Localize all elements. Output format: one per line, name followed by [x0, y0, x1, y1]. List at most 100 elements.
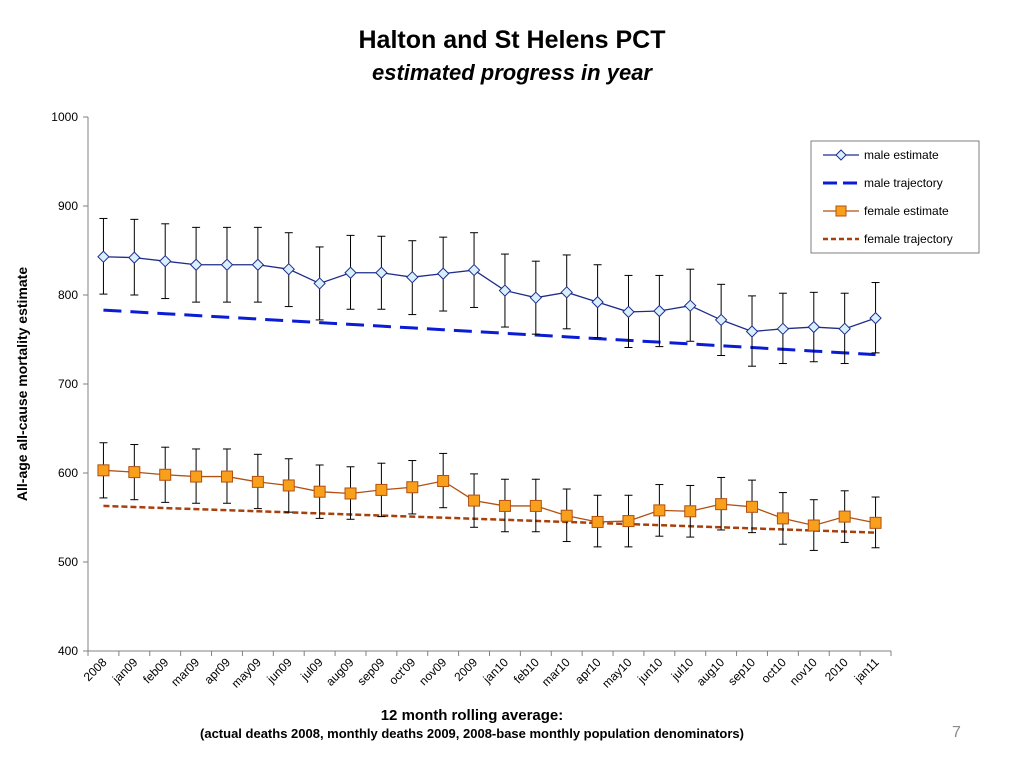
- male-estimate-point: [498, 284, 512, 297]
- x-tick-label: feb09: [140, 655, 171, 686]
- male-estimate-point: [282, 262, 295, 276]
- y-tick-label: 800: [58, 288, 78, 302]
- y-tick-label: 600: [58, 466, 78, 480]
- x-tick-label: apr10: [572, 655, 604, 687]
- female-estimate-point: [560, 509, 573, 522]
- male-estimate-point: [529, 291, 543, 304]
- legend-marker-female-estimate: [835, 205, 847, 217]
- x-tick-label: aug09: [323, 655, 357, 689]
- chart-subtitle: estimated progress in year: [371, 60, 652, 85]
- y-axis-title: All-age all-cause mortality estimate: [14, 267, 30, 501]
- male-estimate-point: [251, 258, 265, 271]
- male-estimate-point: [560, 286, 573, 299]
- male-estimate-point: [776, 322, 790, 336]
- male-estimate-point: [97, 250, 110, 263]
- female-estimate-point: [406, 481, 419, 494]
- legend-marker-male-estimate: [835, 149, 847, 161]
- male-estimate-point: [467, 263, 481, 277]
- female-estimate-line: [103, 469, 876, 527]
- x-tick-label: 2010: [822, 655, 851, 684]
- male-trajectory-line: [103, 308, 876, 357]
- y-tick-label: 400: [58, 644, 78, 658]
- x-tick-label: nov10: [787, 655, 820, 688]
- x-tick-label: oct10: [758, 655, 789, 686]
- male-estimate-point: [838, 322, 851, 336]
- male-estimate-point: [653, 304, 666, 318]
- female-estimate-point: [838, 510, 851, 523]
- y-tick-label: 500: [58, 555, 78, 569]
- legend-label-male-trajectory: male trajectory: [864, 176, 943, 190]
- y-tick-label: 1000: [51, 110, 78, 124]
- female-estimate-point: [807, 519, 820, 532]
- x-tick-label: jan11: [851, 655, 882, 686]
- male-estimate-point: [591, 295, 604, 309]
- x-tick-label: jun09: [263, 655, 295, 687]
- female-estimate-point: [220, 470, 233, 483]
- female-estimate-point: [622, 515, 635, 528]
- male-estimate-point: [128, 251, 141, 264]
- y-tick-label: 700: [58, 377, 78, 391]
- x-axis-sublabel: (actual deaths 2008, monthly deaths 2009…: [200, 726, 744, 741]
- female-estimate-point: [375, 483, 388, 496]
- female-estimate-point: [746, 500, 759, 513]
- female-estimate-point: [282, 479, 295, 492]
- female-estimate-point: [159, 468, 172, 481]
- female-estimate-point: [869, 516, 882, 529]
- male-estimate-point: [375, 266, 388, 279]
- legend-label-female-estimate: female estimate: [864, 204, 949, 218]
- x-tick-label: sep09: [355, 655, 388, 688]
- male-estimate-point: [406, 270, 419, 284]
- female-estimate-point: [437, 475, 450, 488]
- female-estimate-point: [498, 499, 511, 512]
- x-tick-label: jan10: [480, 655, 512, 687]
- male-estimate-point: [159, 254, 172, 268]
- male-estimate-point: [622, 305, 635, 319]
- male-estimate-point: [344, 266, 357, 279]
- male-estimate-line: [103, 256, 876, 333]
- legend-label-male-estimate: male estimate: [864, 148, 939, 162]
- female-estimate-point: [653, 504, 666, 517]
- x-tick-label: 2009: [451, 655, 480, 684]
- female-estimate-point: [529, 499, 542, 512]
- x-tick-label: may10: [599, 655, 635, 691]
- female-estimate-point: [97, 464, 110, 477]
- male-estimate-point: [313, 277, 326, 290]
- y-tick-label: 900: [58, 199, 78, 213]
- x-tick-label: nov09: [416, 655, 449, 688]
- female-estimate-point: [684, 505, 697, 518]
- female-estimate-point: [251, 475, 264, 488]
- x-tick-label: jul09: [297, 655, 326, 684]
- page-number: 7: [952, 724, 961, 741]
- chart-title: Halton and St Helens PCT: [358, 26, 666, 54]
- female-estimate-point: [313, 485, 326, 498]
- x-tick-label: 2008: [81, 655, 110, 684]
- female-estimate-point: [190, 470, 203, 483]
- female-estimate-point: [344, 487, 357, 500]
- male-estimate-point: [807, 320, 820, 334]
- x-tick-label: aug10: [694, 655, 728, 689]
- x-tick-label: oct'09: [386, 655, 419, 688]
- x-tick-label: apr09: [201, 655, 233, 687]
- female-estimate-point: [715, 498, 728, 511]
- female-estimate-point: [128, 466, 141, 479]
- female-trajectory-line: [103, 504, 876, 534]
- legend-label-female-trajectory: female trajectory: [864, 232, 953, 246]
- female-estimate-point: [468, 494, 481, 507]
- x-tick-label: jul10: [668, 655, 697, 684]
- male-estimate-point: [684, 299, 697, 312]
- legend-box: [810, 140, 980, 254]
- male-estimate-point: [220, 258, 234, 271]
- x-tick-label: may09: [229, 655, 265, 691]
- female-estimate-point: [776, 512, 789, 525]
- x-tick-label: sep10: [725, 655, 758, 688]
- x-tick-label: jun10: [634, 655, 666, 687]
- x-tick-label: jan09: [109, 655, 141, 687]
- x-tick-label: mar10: [539, 655, 573, 689]
- male-estimate-point: [869, 311, 882, 325]
- male-estimate-point: [745, 325, 759, 338]
- x-tick-label: feb10: [511, 655, 542, 686]
- male-estimate-point: [189, 258, 203, 271]
- male-estimate-point: [436, 267, 450, 280]
